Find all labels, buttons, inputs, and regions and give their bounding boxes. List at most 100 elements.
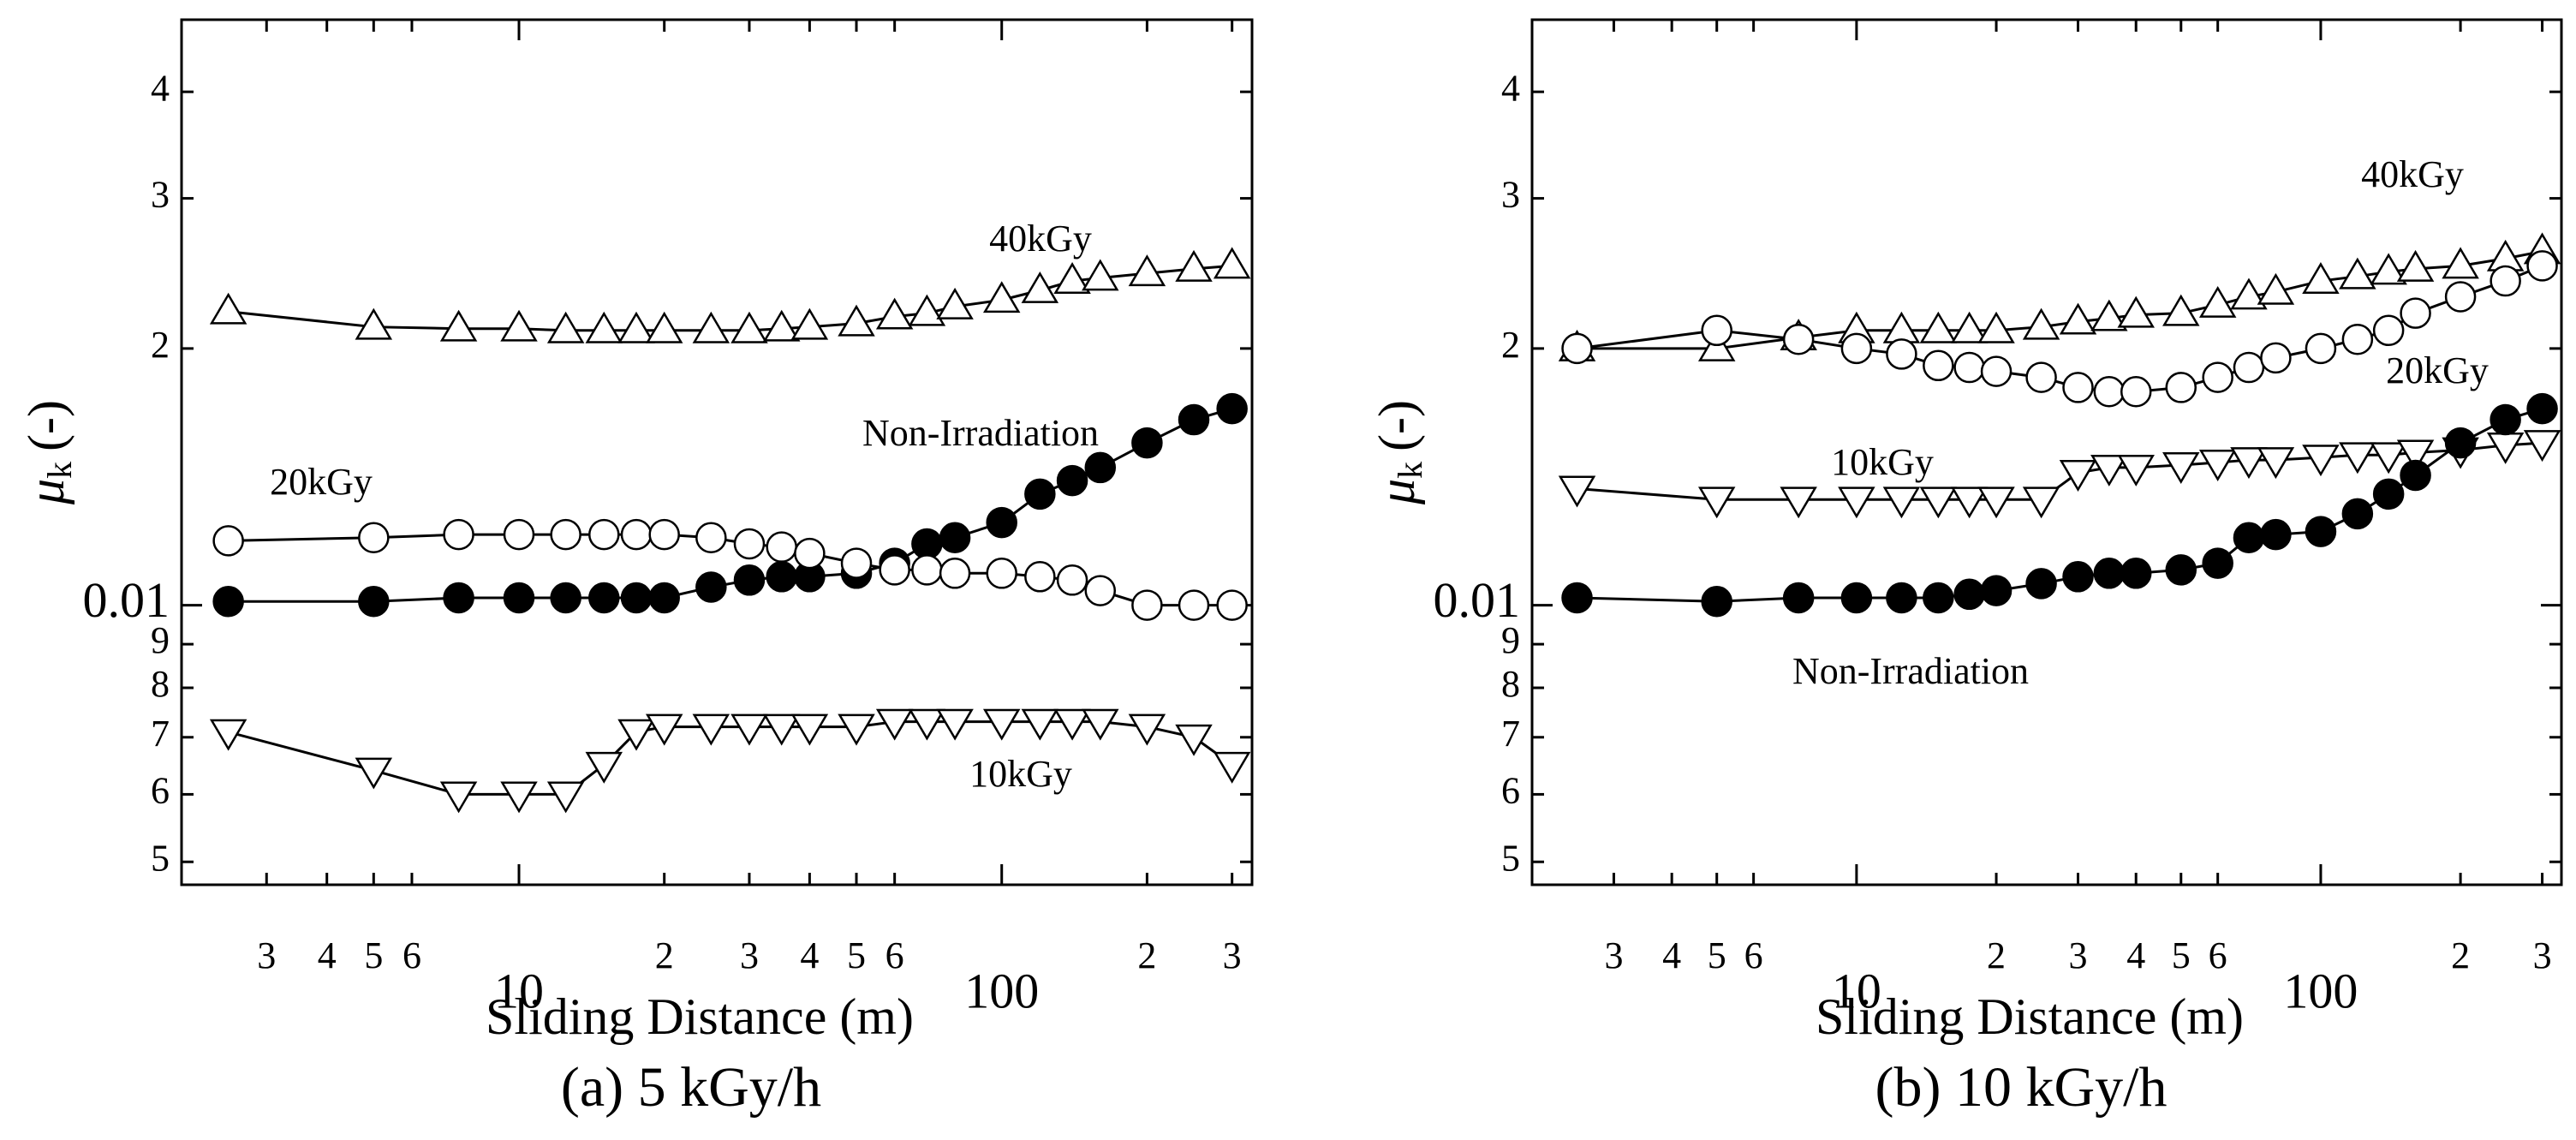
marker [620,582,653,614]
x-tick-label: 5 [364,934,383,976]
marker [209,292,247,325]
marker [2257,447,2295,480]
marker [2090,299,2128,331]
marker [908,294,946,326]
marker [1953,351,1985,384]
y-axis-label: μk (-) [18,400,79,505]
marker [1082,708,1119,741]
y-tick-label: 9 [151,619,170,661]
marker [733,564,766,596]
x-tick-label: 3 [257,934,276,976]
marker [443,518,474,551]
marker [2490,265,2521,297]
marker [936,708,974,741]
marker [986,558,1017,589]
annotation: 10kGy [1831,441,1934,483]
marker [645,311,683,343]
marker [1977,311,2015,343]
y-tick-label: 7 [1501,713,1520,755]
marker [617,719,655,751]
marker [2117,295,2155,328]
marker [2396,249,2435,282]
marker [692,311,730,343]
marker [212,525,244,557]
marker [1840,332,1873,365]
marker [1701,586,1732,618]
x-tick-label: 2 [1137,934,1156,976]
marker [588,518,620,551]
marker [2400,459,2431,492]
x-tick-label: 6 [2209,934,2227,976]
marker [1056,464,1088,497]
x-tick-label: 4 [800,934,819,976]
marker [695,522,727,553]
y-axis-label: μk (-) [1368,400,1429,505]
marker [1128,713,1166,746]
x-tick-label: 4 [2126,934,2145,976]
x-tick-label: 6 [402,934,421,976]
marker [1840,582,1873,614]
marker [936,287,974,319]
marker [2523,430,2561,463]
marker [355,757,393,790]
marker [1980,355,2012,387]
series-markers [209,247,1251,343]
marker [1084,575,1117,606]
marker [2093,376,2126,408]
marker [939,558,971,589]
x-tick-label: 3 [2533,934,2552,976]
marker [1701,314,1732,347]
marker [692,713,730,746]
marker [617,311,655,343]
y-label-symbol: μ [1368,479,1425,505]
caption: (b) 10 kGy/h [1875,1056,2168,1119]
x-tick-label: 10 [1832,963,1881,1018]
x-tick-label: 5 [1708,934,1726,976]
marker [879,554,910,586]
marker [2260,342,2292,374]
marker [2198,285,2237,318]
marker [730,311,768,343]
marker [2526,250,2558,282]
y-tick-label: 6 [1501,770,1520,812]
marker [620,518,653,551]
marker [2117,454,2155,486]
marker [2444,281,2477,313]
marker [1213,751,1251,784]
marker [1950,486,1989,519]
x-tick-label: 3 [1604,934,1623,976]
marker [875,708,914,741]
y-tick-label: 6 [151,770,170,812]
marker [1980,575,2012,606]
marker [2165,372,2197,403]
marker [1024,478,1056,510]
marker [2120,558,2152,589]
marker [875,297,914,330]
marker [2372,478,2405,510]
marker [986,506,1017,539]
x-tick-label: 3 [740,934,759,976]
marker [546,311,585,343]
x-tick-label: 100 [2283,963,2358,1018]
marker [1216,589,1248,621]
marker [1838,486,1875,519]
marker [1175,249,1213,282]
marker [550,518,581,551]
marker [840,547,873,579]
marker [2341,498,2374,530]
marker [695,571,727,603]
y-tick-label: 7 [151,713,170,755]
x-tick-label: 6 [1744,934,1763,976]
marker [1216,392,1248,425]
y-tick-label: 5 [151,837,170,879]
y-tick-label: 8 [1501,663,1520,705]
marker [500,309,538,342]
y-tick-label: 2 [1501,324,1520,366]
marker [2260,518,2292,551]
marker [2093,558,2126,589]
y-tick-label: 0.01 [83,572,170,628]
marker [908,708,946,741]
y-tick-label: 8 [151,663,170,705]
marker [358,522,390,553]
y-tick-label: 9 [1501,619,1520,661]
